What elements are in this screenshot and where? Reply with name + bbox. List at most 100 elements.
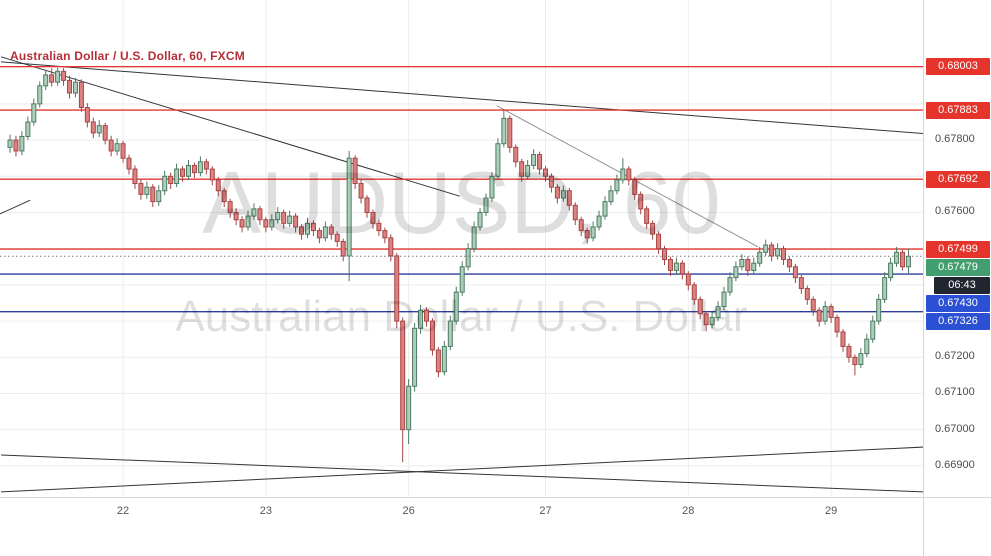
candle [584, 227, 590, 244]
candle [888, 257, 894, 282]
candle [905, 248, 911, 275]
candle [733, 261, 739, 282]
candle [239, 216, 245, 233]
candle [543, 166, 548, 182]
candle [43, 69, 49, 91]
candle [786, 256, 792, 273]
trendlines[interactable] [0, 56, 923, 493]
candle [233, 208, 239, 226]
chart-canvas[interactable] [0, 0, 923, 497]
candle [447, 315, 453, 351]
candle [792, 263, 798, 284]
candle [275, 207, 281, 224]
price-axis-label: 0.67800 [935, 133, 975, 146]
price-axis-label: 0.67600 [935, 205, 975, 218]
candle [531, 149, 537, 170]
candle [846, 343, 852, 363]
candle [316, 227, 322, 244]
candle [90, 117, 96, 139]
time-axis-label: 26 [402, 505, 415, 517]
candle [394, 253, 400, 329]
candle [138, 179, 144, 200]
candle [388, 234, 394, 262]
candle [709, 312, 715, 329]
candle [180, 166, 186, 182]
time-axis[interactable]: 22 23 26 27 28 29 [0, 497, 923, 556]
candle [299, 224, 305, 240]
candle [632, 177, 638, 200]
candle [566, 187, 572, 211]
candle [418, 304, 424, 334]
candles [7, 67, 911, 463]
candle [126, 154, 132, 175]
candle [864, 333, 870, 358]
symbol-title[interactable]: Australian Dollar / U.S. Dollar, 60, FXC… [10, 49, 245, 63]
candle [269, 214, 275, 231]
candle [602, 196, 608, 220]
candle [900, 249, 905, 271]
candle [424, 307, 429, 327]
candle [435, 347, 441, 378]
candle [810, 296, 816, 316]
candle [775, 243, 781, 260]
candle [251, 203, 257, 220]
candle [49, 68, 55, 87]
candle [638, 191, 644, 215]
candle [293, 213, 299, 233]
candle [513, 144, 519, 168]
candle [441, 340, 447, 376]
axis-corner [923, 497, 991, 556]
candle [453, 286, 459, 325]
candle [55, 67, 61, 86]
candle [156, 185, 162, 206]
candle [679, 260, 685, 280]
candle [61, 68, 67, 86]
candle [221, 187, 227, 208]
current-price-badge: 0.67479 [926, 258, 990, 276]
candle [310, 220, 316, 237]
candle [703, 310, 709, 332]
candle [608, 185, 614, 206]
candle [590, 221, 596, 242]
price-axis[interactable]: 0.67800 0.67600 0.67200 0.67100 0.67000 0.669… [923, 0, 991, 497]
candle [322, 221, 328, 242]
candle [876, 293, 882, 325]
candle [370, 209, 376, 229]
candle [667, 256, 673, 276]
candle [186, 159, 191, 180]
bar-countdown-badge: 06:43 [934, 276, 990, 294]
candle [828, 303, 834, 323]
candle [168, 172, 174, 189]
candle [257, 205, 263, 226]
candle [596, 210, 602, 231]
candle [162, 170, 168, 196]
candle [477, 208, 483, 231]
candle [501, 109, 507, 148]
candle [340, 238, 346, 262]
time-axis-label: 28 [682, 505, 695, 517]
candle [352, 155, 358, 189]
candle [281, 209, 287, 229]
candle [537, 151, 543, 175]
candle [685, 271, 691, 291]
candle [489, 171, 495, 202]
candle [650, 220, 656, 240]
candle [406, 378, 412, 445]
candle [346, 150, 352, 282]
candle [132, 165, 138, 189]
candle [715, 301, 721, 322]
candle [358, 179, 364, 204]
candle [483, 193, 489, 217]
candle [25, 116, 31, 141]
candle [96, 120, 102, 138]
candle [858, 348, 864, 369]
candle [673, 257, 679, 275]
candle [215, 177, 221, 197]
candle [834, 314, 840, 338]
price-level-badge-red: 0.67499 [926, 240, 990, 258]
candle [495, 138, 501, 180]
candle [174, 163, 180, 188]
candle [745, 256, 751, 276]
candle [620, 158, 626, 184]
candle [78, 79, 84, 112]
